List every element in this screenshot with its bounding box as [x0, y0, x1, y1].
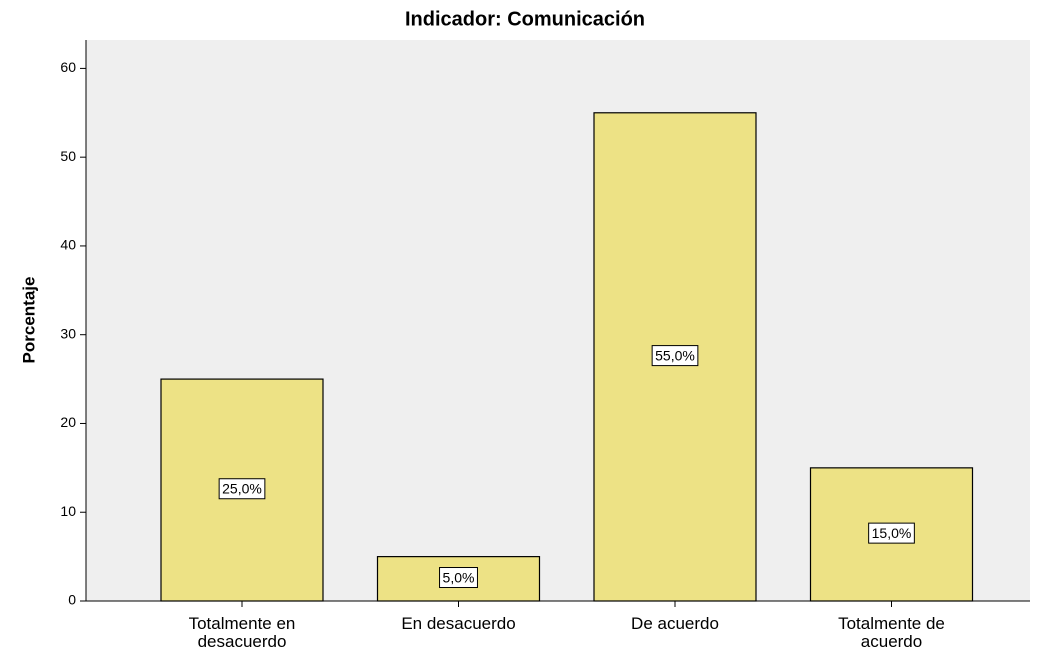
value-label-box — [218, 478, 266, 500]
y-tick-label: 50 — [60, 148, 76, 164]
value-label: 55,0% — [655, 348, 695, 364]
y-tick-label: 30 — [60, 325, 76, 341]
y-tick-label: 0 — [68, 592, 76, 608]
y-tick-label: 40 — [60, 237, 76, 253]
value-label-box — [868, 522, 915, 544]
x-tick-label: De acuerdo — [631, 614, 719, 633]
y-tick-label: 10 — [60, 503, 76, 519]
value-label: 5,0% — [443, 570, 475, 586]
value-label-box — [439, 567, 478, 589]
x-tick-label: Totalmente de acuerdo — [838, 614, 945, 651]
y-tick-label: 60 — [60, 59, 76, 75]
x-tick-label: Totalmente en desacuerdo — [188, 614, 296, 651]
y-axis-label: Porcentaje — [19, 277, 38, 364]
y-tick-label: 20 — [60, 414, 76, 430]
chart-title: Indicador: Comunicación — [405, 8, 645, 30]
value-label: 15,0% — [872, 525, 912, 541]
value-label: 25,0% — [222, 481, 262, 497]
value-label-box — [651, 345, 699, 367]
x-tick-label: En desacuerdo — [401, 614, 516, 633]
